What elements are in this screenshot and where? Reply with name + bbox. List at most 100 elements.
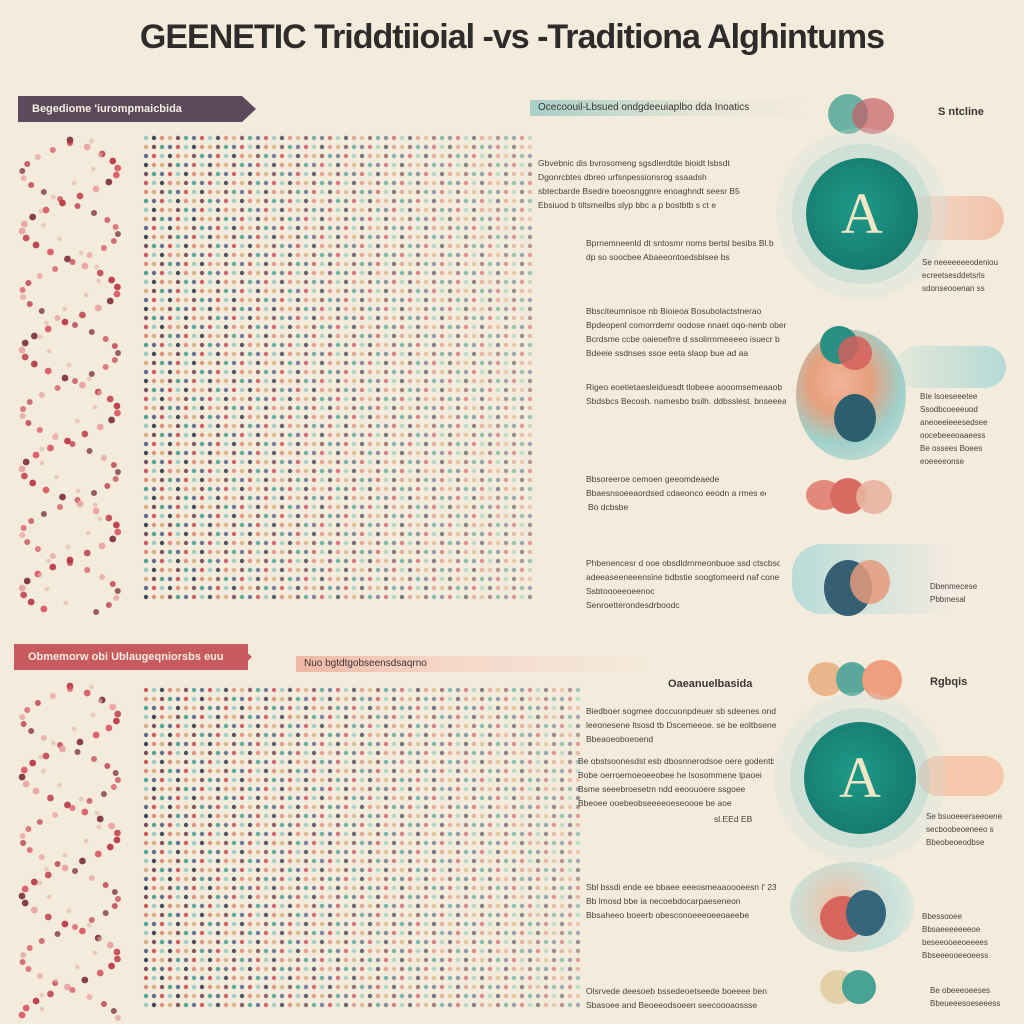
- matrix-dot: [343, 279, 349, 285]
- matrix-dot: [495, 975, 501, 981]
- matrix-dot: [215, 921, 221, 927]
- matrix-dot: [207, 948, 213, 954]
- matrix-dot: [351, 894, 357, 900]
- helix-dot: [105, 514, 113, 522]
- tag-arrow-bottom: [238, 644, 252, 670]
- matrix-dot: [151, 207, 157, 213]
- matrix-dot: [559, 723, 565, 729]
- matrix-dot: [295, 768, 301, 774]
- matrix-dot: [511, 966, 517, 972]
- matrix-dot: [183, 162, 189, 168]
- matrix-dot: [367, 306, 373, 312]
- top-text-block-6: Bo dcbsbe: [588, 502, 629, 512]
- matrix-dot: [247, 540, 253, 546]
- helix-dot: [34, 546, 41, 552]
- helix-dot: [27, 598, 35, 606]
- matrix-dot: [175, 822, 181, 828]
- matrix-dot: [167, 333, 173, 339]
- matrix-dot: [487, 423, 493, 429]
- matrix-dot: [191, 315, 197, 321]
- matrix-dot: [407, 342, 413, 348]
- matrix-dot: [159, 279, 165, 285]
- matrix-dot: [487, 585, 493, 591]
- matrix-dot: [519, 216, 525, 222]
- matrix-dot: [295, 723, 301, 729]
- matrix-dot: [455, 894, 461, 900]
- matrix-dot: [423, 750, 429, 756]
- matrix-dot: [423, 144, 429, 150]
- matrix-dot: [471, 912, 477, 918]
- matrix-dot: [287, 939, 293, 945]
- matrix-dot: [423, 768, 429, 774]
- matrix-dot: [183, 885, 189, 891]
- matrix-dot: [215, 207, 221, 213]
- matrix-dot: [543, 1002, 549, 1008]
- matrix-dot: [479, 840, 485, 846]
- matrix-dot: [303, 984, 309, 990]
- matrix-dot: [471, 903, 477, 909]
- matrix-dot: [479, 468, 485, 474]
- matrix-dot: [463, 903, 469, 909]
- matrix-dot: [327, 486, 333, 492]
- matrix-dot: [191, 876, 197, 882]
- matrix-dot: [279, 387, 285, 393]
- matrix-dot: [279, 975, 285, 981]
- matrix-dot: [191, 540, 197, 546]
- matrix-dot: [351, 585, 357, 591]
- matrix-dot: [383, 849, 389, 855]
- matrix-dot: [207, 459, 213, 465]
- matrix-dot: [143, 279, 149, 285]
- matrix-dot: [215, 732, 221, 738]
- matrix-dot: [191, 162, 197, 168]
- matrix-dot: [319, 741, 325, 747]
- matrix-dot: [271, 795, 277, 801]
- matrix-dot: [415, 234, 421, 240]
- matrix-dot: [175, 243, 181, 249]
- matrix-dot: [255, 513, 261, 519]
- matrix-dot: [231, 333, 237, 339]
- bottom-note-1: Se bsuoeeerseeoene secboobeoeneeo s Bbeobe…: [926, 812, 1003, 847]
- matrix-dot: [319, 921, 325, 927]
- matrix-dot: [359, 135, 365, 141]
- matrix-dot: [559, 912, 565, 918]
- matrix-dot: [495, 768, 501, 774]
- matrix-dot: [423, 171, 429, 177]
- matrix-dot: [287, 432, 293, 438]
- matrix-dot: [495, 993, 501, 999]
- matrix-dot: [335, 477, 341, 483]
- helix-dot: [18, 892, 26, 900]
- matrix-dot: [439, 759, 445, 765]
- matrix-dot: [359, 387, 365, 393]
- matrix-dot: [255, 594, 261, 600]
- matrix-dot: [239, 849, 245, 855]
- matrix-dot: [367, 696, 373, 702]
- top-header-bar: Ocecoouil-Lbsued ondgdeeuiaplbo dda Inoa…: [530, 100, 818, 116]
- matrix-dot: [279, 876, 285, 882]
- matrix-dot: [255, 468, 261, 474]
- matrix-dot: [271, 777, 277, 783]
- matrix-dot: [207, 198, 213, 204]
- matrix-dot: [199, 360, 205, 366]
- matrix-dot: [359, 687, 365, 693]
- matrix-dot: [207, 486, 213, 492]
- matrix-dot: [527, 894, 533, 900]
- matrix-dot: [271, 831, 277, 837]
- matrix-dot: [279, 441, 285, 447]
- matrix-dot: [375, 405, 381, 411]
- matrix-dot: [327, 405, 333, 411]
- matrix-dot: [207, 885, 213, 891]
- matrix-dot: [207, 135, 213, 141]
- matrix-dot: [159, 732, 165, 738]
- matrix-dot: [471, 387, 477, 393]
- matrix-dot: [407, 822, 413, 828]
- matrix-dot: [367, 261, 373, 267]
- matrix-dot: [431, 687, 437, 693]
- matrix-dot: [271, 216, 277, 222]
- matrix-dot: [367, 432, 373, 438]
- matrix-dot: [159, 957, 165, 963]
- matrix-dot: [399, 549, 405, 555]
- matrix-dot: [431, 531, 437, 537]
- matrix-dot: [391, 894, 397, 900]
- matrix-dot: [143, 858, 149, 864]
- matrix-dot: [303, 567, 309, 573]
